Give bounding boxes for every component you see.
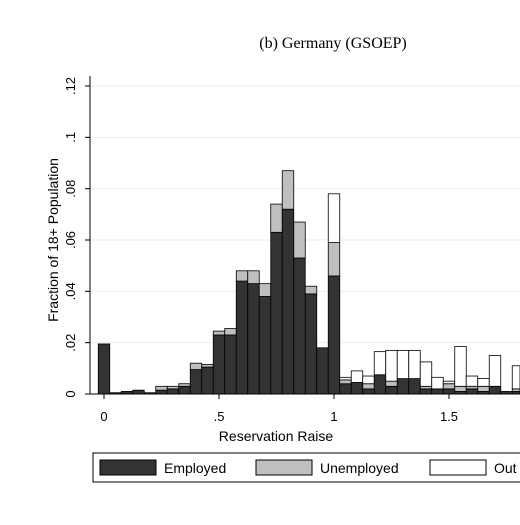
y-tick-label-4: .08: [63, 180, 78, 198]
bar-unemployed-14: [258, 283, 272, 297]
legend-swatch-unemployed: [255, 459, 313, 476]
bar-unemployed-25: [385, 380, 398, 387]
chart-title: (b) Germany (GSOEP): [259, 35, 407, 52]
legend: Employed Unemployed Out: [92, 452, 520, 483]
legend-label-employed: Employed: [164, 460, 226, 476]
bar-employed-20: [327, 275, 341, 395]
bar-out-36: [511, 365, 520, 390]
bar-employed-0: [97, 343, 111, 395]
bar-employed-12: [235, 280, 249, 395]
bar-employed-3: [132, 389, 145, 395]
bar-employed-24: [373, 374, 387, 395]
bar-employed-9: [201, 366, 214, 395]
bar-employed-17: [293, 257, 306, 395]
axes: 0 .02 .04 .06 .08 .1 .12 0 .5 1 1.5: [63, 76, 520, 424]
bar-unemployed-15: [270, 203, 283, 233]
bar-employed-32: [465, 388, 479, 395]
bar-unemployed-8: [189, 362, 203, 371]
x-tick-label-0: 0: [100, 409, 107, 424]
bar-unemployed-21: [339, 379, 352, 385]
y-tick-label-2: .04: [63, 282, 78, 300]
bar-employed-16: [281, 208, 295, 395]
bar-employed-26: [396, 378, 410, 395]
y-tick-label-0: 0: [63, 390, 78, 397]
bar-unemployed-33: [477, 385, 490, 392]
bar-employed-25: [385, 385, 398, 395]
bar-out-22: [350, 370, 364, 383]
x-axis-label: Reservation Raise: [219, 428, 334, 444]
bar-out-33: [477, 378, 490, 387]
bar-unemployed-11: [224, 328, 237, 336]
bar-employed-27: [408, 378, 421, 395]
legend-label-out: Out: [494, 460, 517, 476]
bar-employed-15: [270, 231, 283, 395]
bar-employed-22: [350, 382, 364, 395]
bar-unemployed-20: [327, 242, 341, 277]
y-tick-label-5: .1: [63, 132, 78, 143]
bar-unemployed-23: [362, 383, 375, 390]
bar-out-29: [431, 376, 444, 390]
bar-employed-14: [258, 296, 272, 395]
bar-out-24: [373, 351, 387, 376]
x-tick-label-1: .5: [214, 409, 225, 424]
bar-out-34: [488, 355, 502, 387]
bar-out-23: [362, 375, 375, 385]
bar-employed-19: [316, 347, 329, 395]
bar-out-26: [396, 349, 410, 380]
bar-unemployed-18: [304, 285, 318, 295]
bar-employed-6: [166, 388, 180, 395]
bar-employed-30: [442, 388, 456, 395]
bar-unemployed-5: [155, 385, 168, 391]
bar-unemployed-7: [178, 383, 191, 387]
bar-employed-11: [224, 334, 237, 395]
bar-out-20: [327, 193, 341, 243]
bar-employed-34: [488, 385, 502, 395]
bar-out-27: [408, 349, 421, 380]
bar-employed-8: [189, 369, 203, 395]
legend-swatch-employed: [99, 459, 157, 476]
bar-out-32: [465, 375, 479, 387]
bar-unemployed-10: [212, 330, 226, 336]
bar-employed-10: [212, 334, 226, 395]
bar-unemployed-17: [293, 221, 306, 259]
bar-unemployed-9: [201, 364, 214, 368]
bar-out-30: [442, 380, 456, 385]
bar-unemployed-16: [281, 170, 295, 210]
bar-employed-29: [431, 388, 444, 395]
bar-employed-13: [247, 283, 260, 395]
bar-unemployed-6: [166, 385, 180, 390]
bar-out-25: [385, 349, 398, 382]
y-tick-label-6: .12: [63, 77, 78, 95]
bars: [97, 170, 520, 395]
bar-out-21: [339, 376, 352, 381]
bar-out-31: [454, 346, 467, 387]
bar-employed-21: [339, 383, 352, 395]
y-tick-label-1: .02: [63, 334, 78, 352]
y-axis-label: Fraction of 18+ Population: [45, 158, 61, 322]
legend-swatch-out: [429, 459, 487, 476]
bar-out-28: [419, 361, 433, 387]
bar-unemployed-12: [235, 270, 249, 282]
bar-unemployed-13: [247, 270, 260, 285]
bar-employed-7: [178, 385, 191, 395]
bar-unemployed-31: [454, 385, 467, 392]
bar-employed-18: [304, 293, 318, 395]
x-tick-label-3: 1.5: [440, 409, 458, 424]
bar-employed-23: [362, 388, 375, 395]
bar-employed-28: [419, 388, 433, 395]
y-tick-label-3: .06: [63, 231, 78, 249]
x-tick-label-2: 1: [330, 409, 337, 424]
bar-unemployed-30: [442, 383, 456, 390]
legend-label-unemployed: Unemployed: [320, 460, 399, 476]
bar-employed-5: [155, 389, 168, 395]
